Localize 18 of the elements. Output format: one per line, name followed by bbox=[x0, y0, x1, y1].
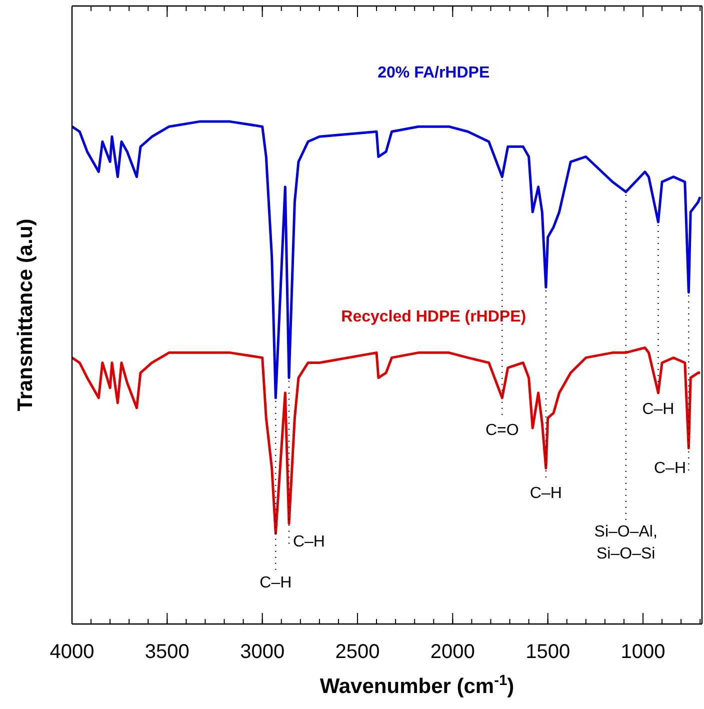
annotation: C–H bbox=[642, 400, 674, 418]
text: 20% FA/rHDPE bbox=[378, 64, 490, 82]
x-axis-title: Wavenumber (cm$^{-1}$) bbox=[320, 673, 514, 698]
annotation: C–H bbox=[292, 534, 325, 551]
x-tick-label: 3000 bbox=[240, 641, 285, 663]
text: Recycled HDPE (rHDPE) bbox=[341, 308, 526, 326]
x-tick-label: 1500 bbox=[526, 641, 570, 663]
annotation: C–H bbox=[530, 485, 562, 502]
x-tick-label: 1000 bbox=[620, 641, 666, 663]
x-tick-label: 2000 bbox=[430, 641, 475, 663]
x-tick-label: 3500 bbox=[144, 641, 190, 663]
x-tick-label: 2500 bbox=[335, 641, 380, 663]
annotation: C–H bbox=[260, 574, 292, 592]
x-tick-label: 4000 bbox=[50, 641, 94, 663]
annotation: Si–O–Al, Si–O–Si bbox=[594, 524, 658, 563]
annotation: C–H bbox=[654, 460, 686, 478]
y-axis-title: Transmittance (a.u) bbox=[14, 218, 37, 412]
annotation: C=O bbox=[485, 422, 519, 439]
